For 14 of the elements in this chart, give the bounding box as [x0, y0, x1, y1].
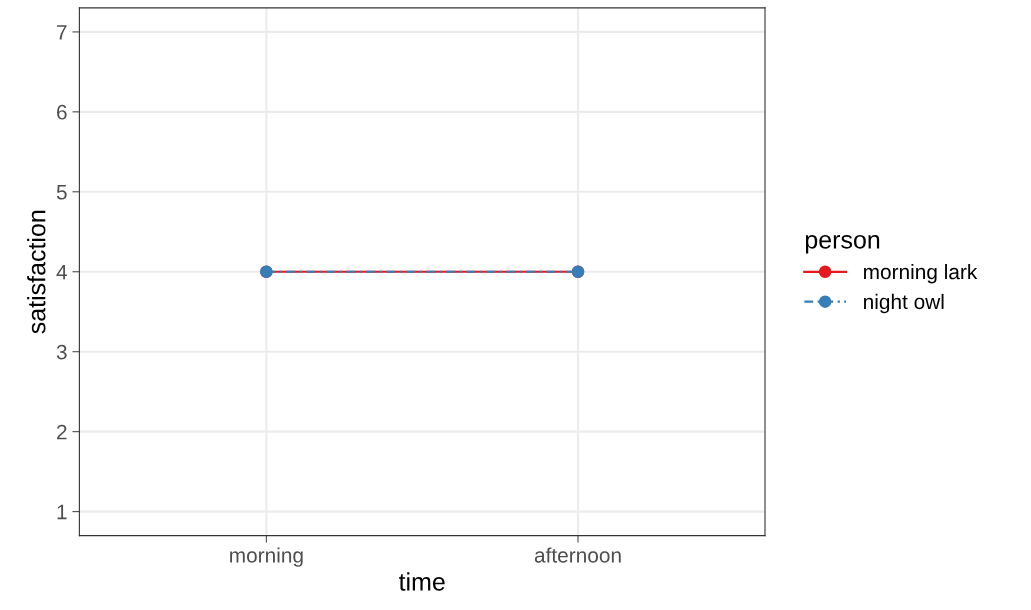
legend-title: person: [805, 234, 880, 254]
y-tick-label: 7: [57, 25, 67, 40]
y-axis-title: satisfaction: [27, 210, 46, 334]
y-tick-label: 5: [56, 185, 67, 200]
x-tick-label: afternoon: [534, 547, 621, 563]
x-tick-label: morning: [230, 547, 303, 567]
x-axis-title: time: [398, 572, 445, 591]
y-tick-label: 4: [56, 264, 67, 280]
legend-label: night owl: [864, 293, 944, 314]
legend-label: morning lark: [864, 263, 978, 284]
y-tick-label: 6: [57, 104, 67, 120]
y-tick-label: 1: [57, 504, 67, 520]
y-tick-label: 3: [56, 344, 67, 360]
y-tick-label: 2: [57, 424, 67, 440]
